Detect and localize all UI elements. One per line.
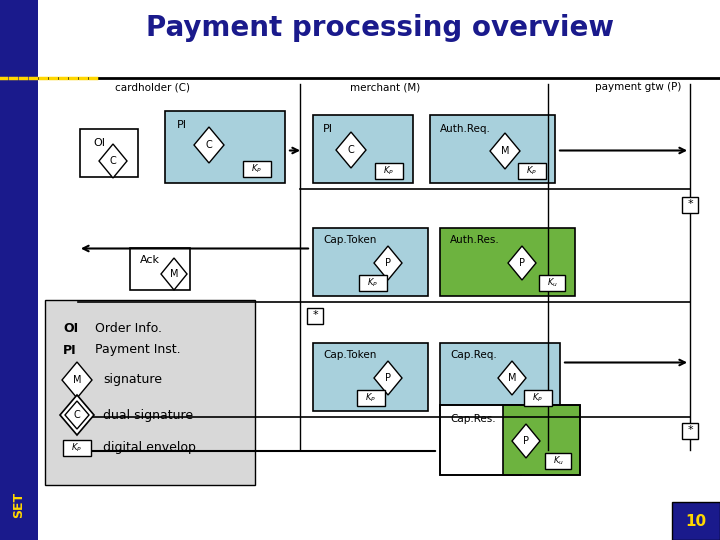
Text: cardholder (C): cardholder (C) xyxy=(115,83,190,92)
Text: C: C xyxy=(73,410,81,420)
Text: OI: OI xyxy=(63,321,78,334)
Text: P: P xyxy=(523,436,529,446)
Text: $K_P$: $K_P$ xyxy=(251,163,263,176)
Bar xyxy=(243,161,271,177)
Bar xyxy=(359,275,387,291)
Text: M: M xyxy=(508,373,516,383)
Text: $K_P$: $K_P$ xyxy=(367,276,379,289)
Polygon shape xyxy=(62,362,92,398)
Bar xyxy=(440,405,580,475)
Polygon shape xyxy=(508,246,536,280)
Polygon shape xyxy=(374,361,402,395)
Text: $K_P$: $K_P$ xyxy=(366,392,377,404)
Bar xyxy=(375,163,403,179)
Bar xyxy=(682,423,698,439)
Polygon shape xyxy=(60,395,94,435)
Bar xyxy=(307,308,323,324)
Text: PI: PI xyxy=(177,120,187,130)
Bar xyxy=(430,115,555,183)
Text: merchant (M): merchant (M) xyxy=(350,83,420,92)
Text: C: C xyxy=(348,145,354,155)
Text: *: * xyxy=(687,425,693,435)
Bar xyxy=(539,275,565,291)
Text: PI: PI xyxy=(63,343,76,356)
Text: *: * xyxy=(312,310,318,320)
Polygon shape xyxy=(99,144,127,178)
Bar xyxy=(0,0,38,540)
Text: $K_P$: $K_P$ xyxy=(526,165,538,177)
Bar xyxy=(503,405,580,475)
Text: dual signature: dual signature xyxy=(103,408,193,422)
Bar xyxy=(45,300,255,485)
Bar xyxy=(313,115,413,183)
Bar xyxy=(63,440,91,456)
Text: Cap.Token: Cap.Token xyxy=(323,350,377,360)
Bar xyxy=(440,343,560,411)
Text: digital envelop: digital envelop xyxy=(103,442,196,455)
Text: Auth.Res.: Auth.Res. xyxy=(450,235,500,245)
Text: $K_P$: $K_P$ xyxy=(533,392,544,404)
Polygon shape xyxy=(490,133,520,169)
Bar xyxy=(518,163,546,179)
Bar xyxy=(165,111,285,183)
Text: Cap.Token: Cap.Token xyxy=(323,235,377,245)
Polygon shape xyxy=(498,361,526,395)
Bar xyxy=(357,390,385,406)
Bar xyxy=(524,390,552,406)
Text: $K_u$: $K_u$ xyxy=(546,276,557,289)
Text: SET: SET xyxy=(12,492,25,518)
Text: payment gtw (P): payment gtw (P) xyxy=(595,83,681,92)
Text: P: P xyxy=(385,258,391,268)
Bar xyxy=(313,228,428,296)
Text: PI: PI xyxy=(323,124,333,134)
Text: M: M xyxy=(170,269,179,279)
Polygon shape xyxy=(336,132,366,168)
Text: OI: OI xyxy=(93,138,105,148)
Text: signature: signature xyxy=(103,374,162,387)
Bar xyxy=(545,453,571,469)
Text: Cap.Res.: Cap.Res. xyxy=(450,414,495,424)
Text: P: P xyxy=(519,258,525,268)
Bar xyxy=(80,129,138,177)
Text: $K_P$: $K_P$ xyxy=(71,442,83,454)
Text: M: M xyxy=(500,146,509,156)
Bar xyxy=(130,248,190,290)
Text: *: * xyxy=(687,199,693,209)
Text: 10: 10 xyxy=(685,514,706,529)
Polygon shape xyxy=(161,258,187,290)
Bar xyxy=(682,197,698,213)
Text: Payment processing overview: Payment processing overview xyxy=(146,14,614,42)
Bar xyxy=(440,228,575,296)
Text: P: P xyxy=(385,373,391,383)
Polygon shape xyxy=(65,401,89,429)
Bar xyxy=(440,405,521,475)
Text: C: C xyxy=(109,156,117,166)
Bar xyxy=(672,502,720,540)
Text: $K_u$: $K_u$ xyxy=(552,455,564,467)
Text: Ack: Ack xyxy=(140,255,160,265)
Text: Payment Inst.: Payment Inst. xyxy=(95,343,181,356)
Text: Cap.Req.: Cap.Req. xyxy=(450,350,497,360)
Polygon shape xyxy=(512,424,540,458)
Bar xyxy=(313,343,428,411)
Polygon shape xyxy=(374,246,402,280)
Text: Order Info.: Order Info. xyxy=(95,321,162,334)
Text: $K_P$: $K_P$ xyxy=(384,165,395,177)
Text: Auth.Req.: Auth.Req. xyxy=(440,124,491,134)
Polygon shape xyxy=(194,127,224,163)
Text: C: C xyxy=(206,140,212,150)
Text: M: M xyxy=(73,375,81,385)
